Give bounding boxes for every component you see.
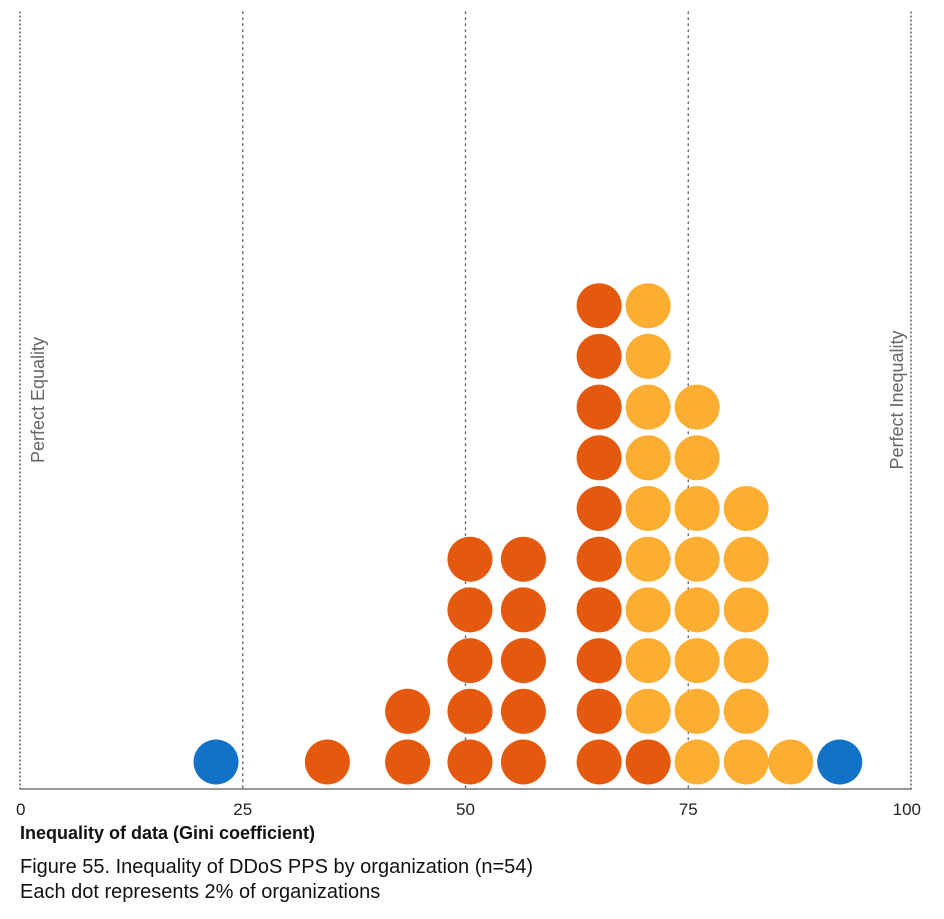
- perfect-equality-label: Perfect Equality: [28, 337, 48, 463]
- axis-layer: 0 25 50 75 100 Inequality of data (Gini coeff…: [16, 788, 921, 843]
- data-dot: [625, 283, 671, 329]
- data-dot: [625, 384, 671, 430]
- data-dot: [447, 587, 493, 633]
- data-dot: [817, 739, 863, 785]
- x-tick-label: 50: [456, 800, 475, 819]
- data-dot: [674, 688, 720, 734]
- perfect-inequality-label: Perfect Inequality: [887, 330, 907, 469]
- data-dot: [674, 638, 720, 684]
- data-dot: [674, 384, 720, 430]
- data-dot: [385, 739, 431, 785]
- labels-layer: Perfect Equality Perfect Inequality: [28, 330, 907, 469]
- data-dot: [304, 739, 350, 785]
- data-dot: [576, 739, 622, 785]
- data-dot: [500, 638, 546, 684]
- x-tick-label: 75: [679, 800, 698, 819]
- data-dot: [576, 536, 622, 582]
- data-dot: [576, 486, 622, 531]
- data-dot: [576, 283, 622, 329]
- dot-plot-chart: 0 25 50 75 100 Inequality of data (Gini coeff…: [16, 11, 921, 843]
- data-dot: [723, 486, 769, 531]
- data-dot: [674, 486, 720, 531]
- dots-layer: [193, 283, 863, 785]
- data-dot: [674, 536, 720, 582]
- data-dot: [723, 638, 769, 684]
- data-dot: [576, 688, 622, 734]
- data-dot: [625, 486, 671, 531]
- x-tick-label: 0: [16, 800, 25, 819]
- data-dot: [576, 638, 622, 684]
- x-tick-label: 25: [233, 800, 252, 819]
- data-dot: [625, 688, 671, 734]
- data-dot: [500, 688, 546, 734]
- data-dot: [625, 587, 671, 633]
- data-dot: [625, 536, 671, 582]
- figure-subcaption: Each dot represents 2% of organizations: [20, 881, 381, 903]
- data-dot: [500, 536, 546, 582]
- data-dot: [625, 333, 671, 379]
- data-dot: [447, 638, 493, 684]
- data-dot: [723, 688, 769, 734]
- data-dot: [768, 739, 814, 785]
- data-dot: [723, 536, 769, 582]
- data-dot: [193, 739, 239, 785]
- data-dot: [674, 739, 720, 785]
- x-axis-title: Inequality of data (Gini coefficient): [20, 823, 315, 843]
- data-dot: [674, 587, 720, 633]
- data-dot: [576, 587, 622, 633]
- data-dot: [500, 739, 546, 785]
- x-tick-label: 100: [893, 800, 921, 819]
- data-dot: [625, 739, 671, 785]
- data-dot: [625, 435, 671, 481]
- data-dot: [723, 739, 769, 785]
- data-dot: [674, 435, 720, 481]
- data-dot: [447, 739, 493, 785]
- data-dot: [723, 587, 769, 633]
- data-dot: [576, 435, 622, 481]
- figure-caption: Figure 55. Inequality of DDoS PPS by org…: [20, 856, 534, 878]
- data-dot: [576, 384, 622, 430]
- data-dot: [500, 587, 546, 633]
- data-dot: [576, 333, 622, 379]
- data-dot: [385, 688, 431, 734]
- data-dot: [447, 688, 493, 734]
- data-dot: [625, 638, 671, 684]
- data-dot: [447, 536, 493, 582]
